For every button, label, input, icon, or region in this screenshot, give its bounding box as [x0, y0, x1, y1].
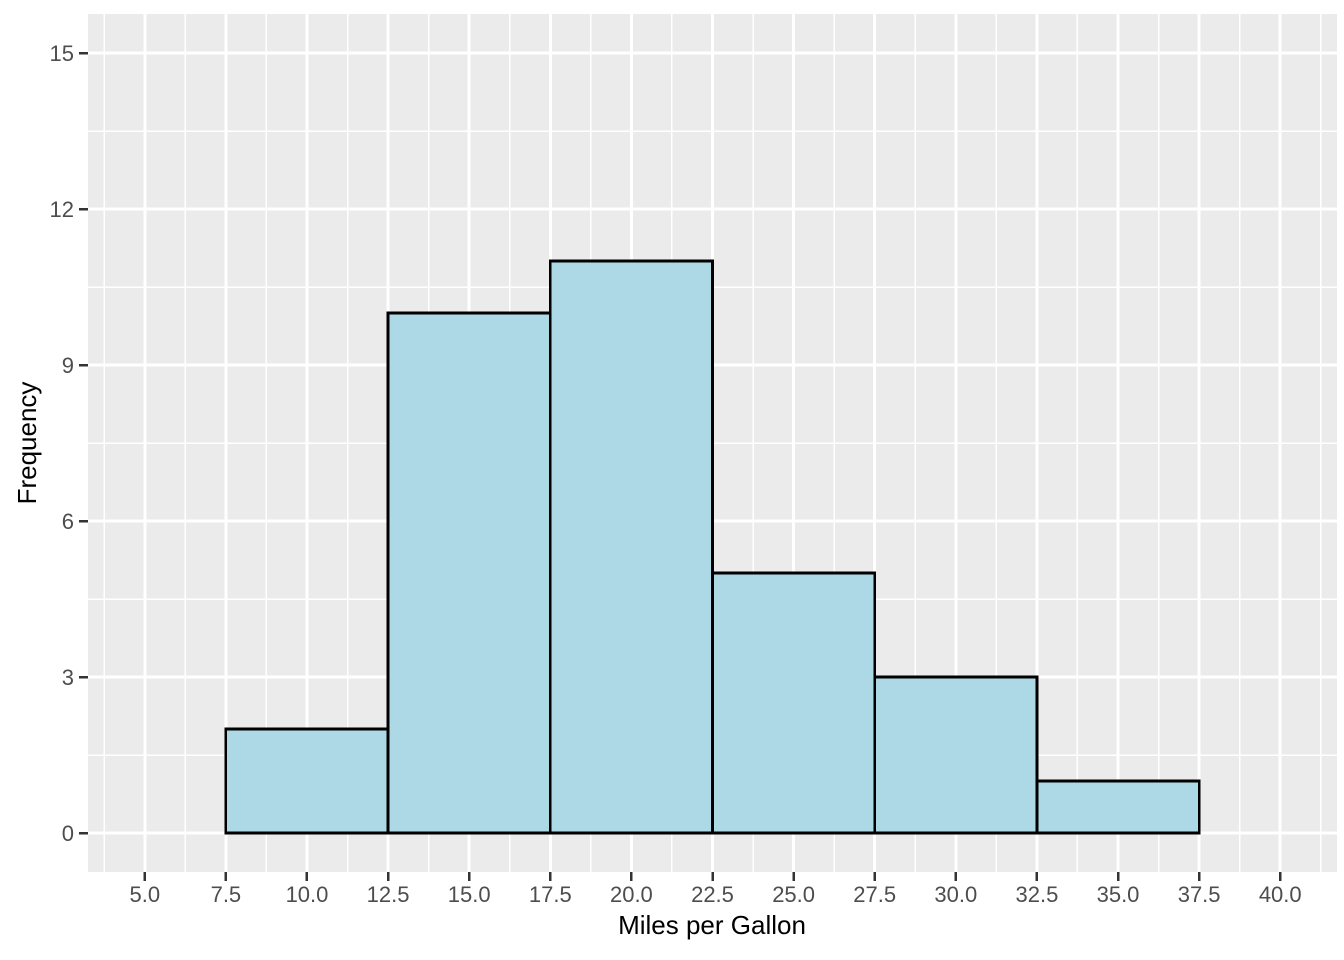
x-tick-label: 20.0 [610, 882, 653, 907]
x-tick-label: 10.0 [286, 882, 329, 907]
x-tick-label: 32.5 [1016, 882, 1059, 907]
x-axis-title: Miles per Gallon [618, 910, 806, 940]
x-tick-label: 7.5 [211, 882, 242, 907]
y-tick-label: 0 [62, 821, 74, 846]
x-tick-label: 22.5 [691, 882, 734, 907]
y-tick-label: 6 [62, 509, 74, 534]
x-tick-label: 35.0 [1097, 882, 1140, 907]
x-tick-label: 5.0 [129, 882, 160, 907]
x-tick-label: 30.0 [934, 882, 977, 907]
histogram-bar [711, 571, 877, 835]
x-tick-label: 12.5 [367, 882, 410, 907]
bars-layer [224, 259, 1201, 835]
y-tick-label: 3 [62, 665, 74, 690]
histogram-bar [1035, 779, 1201, 835]
histogram-bar [548, 259, 714, 835]
x-tick-label: 40.0 [1259, 882, 1302, 907]
x-tick-label: 37.5 [1178, 882, 1221, 907]
x-tick-label: 15.0 [448, 882, 491, 907]
y-tick-label: 9 [62, 353, 74, 378]
histogram-bar [386, 311, 552, 835]
x-tick-label: 25.0 [772, 882, 815, 907]
y-tick-label: 12 [50, 197, 74, 222]
axis-tick-labels-layer: 5.0 7.5 10.0 12.5 15.0 17.5 20.0 22.5 25.0 27.5 30… [50, 41, 1302, 907]
axis-tick-marks-layer [79, 51, 1282, 881]
histogram-bar [873, 675, 1039, 835]
histogram-bar [224, 727, 390, 835]
y-axis-title: Frequency [12, 382, 42, 505]
y-tick-label: 15 [50, 41, 74, 66]
x-tick-label: 17.5 [529, 882, 572, 907]
x-tick-label: 27.5 [853, 882, 896, 907]
